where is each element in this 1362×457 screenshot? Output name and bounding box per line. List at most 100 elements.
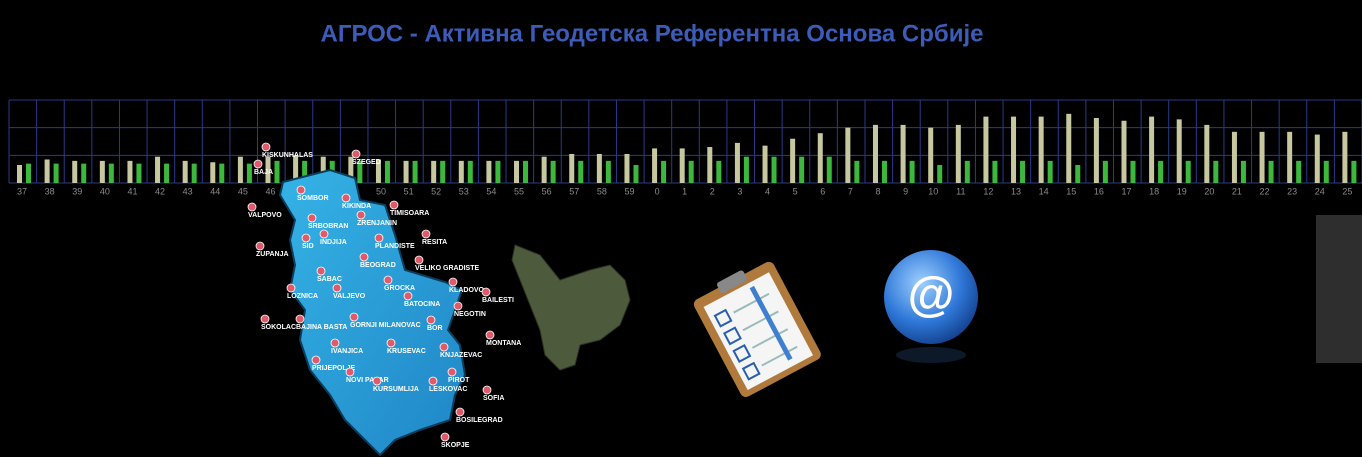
city-label: GROCKA [384,285,415,292]
station-marker [333,284,341,292]
station-marker [422,230,430,238]
city-label: SID [302,243,314,250]
x-tick-label: 58 [597,186,607,196]
city-label: ZRENJANIN [357,220,397,227]
bar [1241,161,1246,183]
x-tick-label: 38 [45,186,55,196]
x-tick-label: 23 [1287,186,1297,196]
city-label: LESKOVAC [429,386,467,393]
bar [735,143,740,183]
city-label: BAJA [254,169,273,176]
bar [1342,132,1347,183]
station-marker [346,368,354,376]
station-marker [262,143,270,151]
bar [1066,114,1071,183]
checklist-icon[interactable] [689,255,822,399]
city-label: GORNJI MILANOVAC [350,322,421,329]
region-map[interactable] [512,245,630,370]
station-marker [308,214,316,222]
x-tick-label: 9 [903,186,908,196]
station-marker [448,368,456,376]
bar [1020,161,1025,183]
bar [431,161,436,183]
x-tick-label: 42 [155,186,165,196]
station-marker [390,201,398,209]
x-tick-label: 15 [1066,186,1076,196]
bar [459,161,464,183]
bar [486,161,491,183]
bar-strip: 3738394041424344454647484950515253545556… [9,100,1362,196]
bar [689,161,694,183]
email-icon[interactable]: @ [884,250,978,363]
bar [1296,161,1301,183]
station-marker [312,356,320,364]
x-tick-label: 41 [127,186,137,196]
x-tick-label: 44 [210,186,220,196]
bar [716,161,721,183]
bar [542,157,547,183]
city-label: KLADOVO [449,287,485,294]
x-tick-label: 3 [737,186,742,196]
bar [956,125,961,183]
bar [1048,161,1053,183]
city-label: SZEGED [352,159,381,166]
city-label: KURSUMLIJA [373,386,419,393]
x-tick-label: 52 [431,186,441,196]
city-label: PIROT [448,377,470,384]
city-label: MONTANA [486,340,521,347]
bar [192,164,197,183]
city-label: TIMISOARA [390,210,429,217]
bar [928,128,933,183]
reflection [896,347,966,363]
bar [551,161,556,183]
x-tick-label: 40 [100,186,110,196]
station-marker [404,292,412,300]
x-tick-label: 2 [710,186,715,196]
map-shape [280,170,465,455]
x-tick-label: 46 [266,186,276,196]
station-marker [256,242,264,250]
station-marker [449,278,457,286]
city-label: BAILESTI [482,297,514,304]
bar [1158,161,1163,183]
bar [440,161,445,183]
station-marker [384,276,392,284]
station-marker [352,150,360,158]
city-label: SRBOBRAN [308,223,348,230]
bar [109,164,114,183]
city-label: VELIKO GRADISTE [415,265,480,272]
x-tick-label: 59 [624,186,634,196]
x-tick-label: 17 [1121,186,1131,196]
bar [247,164,252,183]
bar [1186,161,1191,183]
page: АГРОС - Активна Геодетска Референтна Осн… [0,0,1362,457]
city-label: SOMBOR [297,195,329,202]
station-marker [261,315,269,323]
bar [624,154,629,183]
x-tick-label: 10 [928,186,938,196]
bar [1287,132,1292,183]
station-marker [482,288,490,296]
bar [652,148,657,183]
city-label: VALJEVO [333,293,366,300]
bar [772,157,777,183]
x-tick-label: 53 [459,186,469,196]
city-label: BAJINA BASTA [296,324,347,331]
station-marker [350,313,358,321]
city-label: BOSILEGRAD [456,417,503,424]
x-tick-label: 57 [569,186,579,196]
at-symbol: @ [908,269,955,322]
station-marker [248,203,256,211]
bar [882,161,887,183]
station-marker [317,267,325,275]
station-marker [302,234,310,242]
city-label: SOFIA [483,395,504,402]
station-marker [486,331,494,339]
serbia-map[interactable] [280,170,465,455]
station-marker [373,377,381,385]
bar [873,125,878,183]
x-tick-label: 43 [183,186,193,196]
bar [164,164,169,183]
bar [965,161,970,183]
x-tick-label: 7 [848,186,853,196]
